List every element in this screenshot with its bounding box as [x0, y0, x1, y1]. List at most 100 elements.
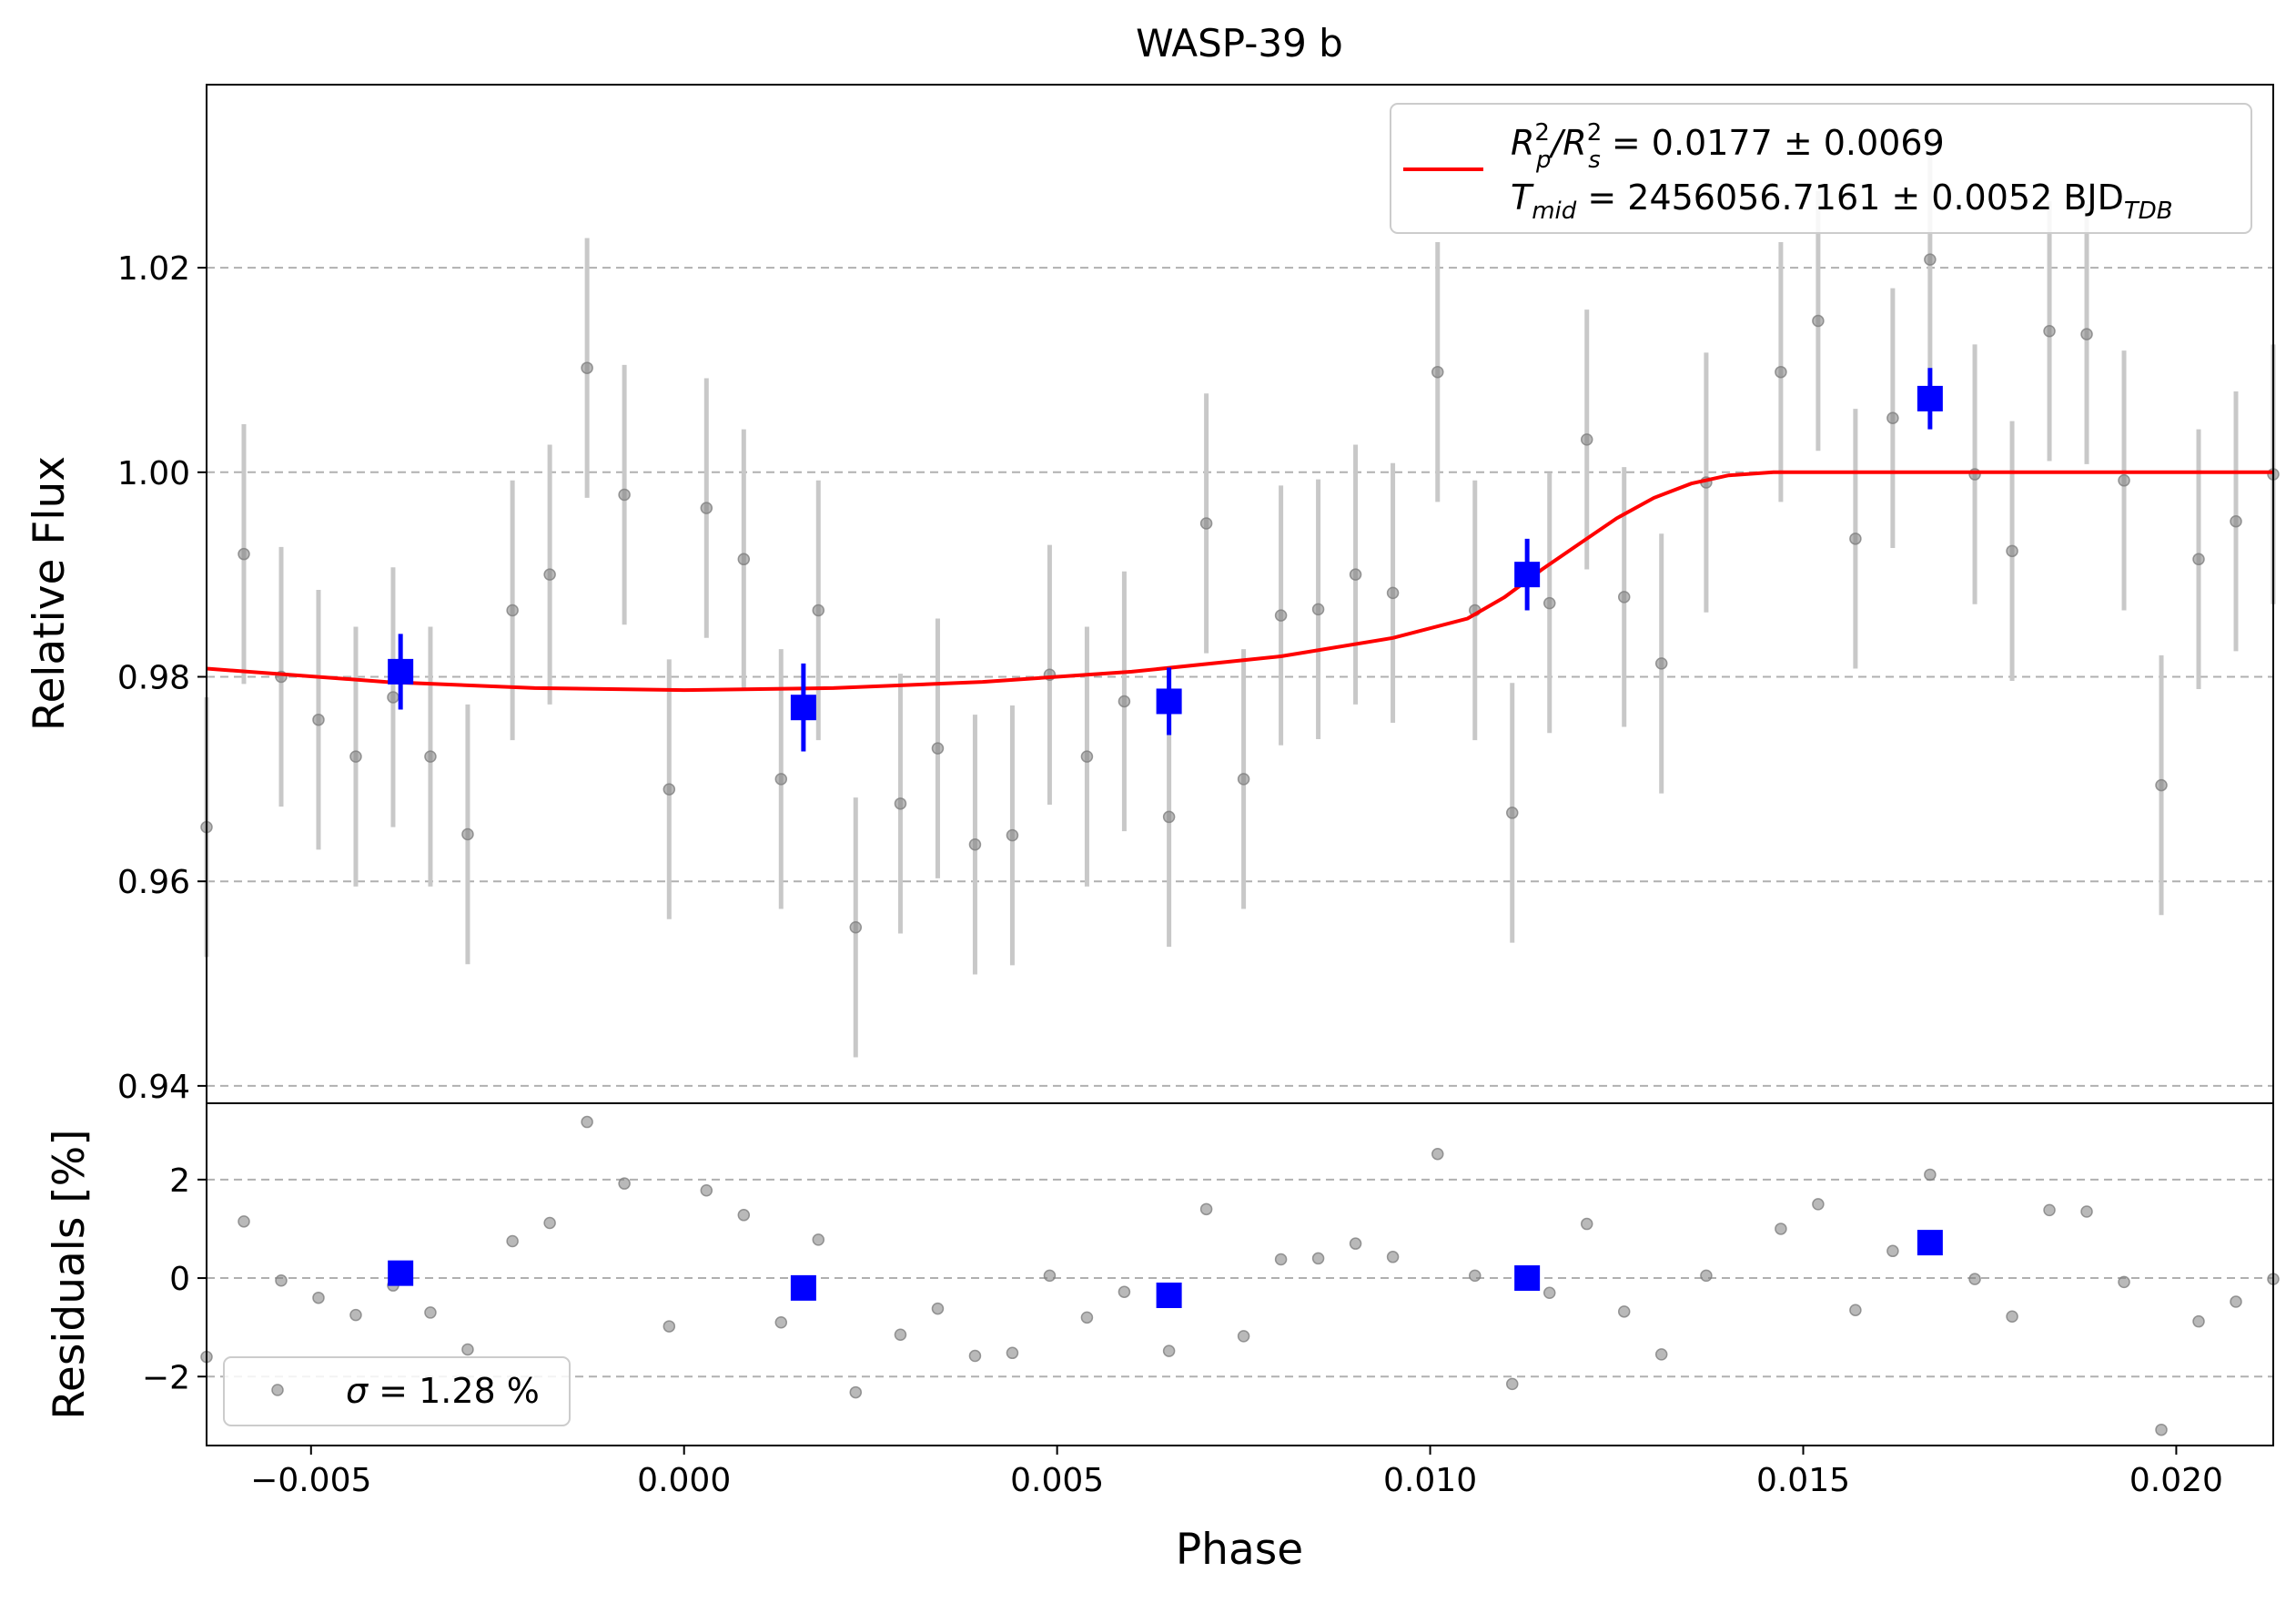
x-tick-label: 0.020	[2129, 1462, 2223, 1499]
raw-point	[543, 568, 556, 581]
legend-sigma-entry: σ = 1.28 %	[346, 1371, 540, 1411]
residual-point	[1542, 1286, 1556, 1300]
raw-point	[1886, 411, 1899, 425]
raw-point	[1386, 586, 1400, 600]
raw-point	[2006, 544, 2018, 558]
binned-point	[388, 658, 414, 685]
residual-point	[1469, 1269, 1482, 1283]
residual-point	[2155, 1423, 2168, 1436]
x-tick-label: −0.005	[250, 1462, 371, 1499]
residual-point	[1162, 1344, 1176, 1357]
raw-point	[1006, 828, 1019, 842]
top-y-tick-label: 0.96	[117, 864, 190, 901]
residual-binned-points	[388, 1230, 1943, 1308]
top-legend: R2 p/R2 s = 0.0177 ± 0.0069 Tmid = 2456056…	[1390, 103, 2252, 234]
residual-point	[1505, 1377, 1519, 1391]
raw-point	[1849, 533, 1862, 545]
binned-point	[1156, 688, 1182, 715]
residual-point	[968, 1349, 982, 1363]
residual-point	[543, 1216, 556, 1230]
top-y-tick-label: 1.02	[117, 250, 190, 288]
chart-title: WASP-39 b	[1136, 21, 1343, 66]
residual-binned-point	[388, 1260, 414, 1286]
residual-point	[1386, 1251, 1400, 1263]
residual-binned-point	[1917, 1230, 1943, 1256]
residual-point	[1431, 1147, 1444, 1161]
raw-point	[312, 713, 325, 726]
residual-point	[1924, 1168, 1937, 1182]
residual-point	[1006, 1346, 1019, 1360]
raw-point	[1162, 810, 1176, 824]
residual-y-axis-label: Residuals [%]	[45, 1129, 95, 1419]
raw-point	[1311, 603, 1325, 616]
residual-point	[774, 1315, 788, 1329]
residual-point	[581, 1115, 593, 1129]
residual-point	[1654, 1348, 1668, 1361]
residual-point	[2080, 1205, 2093, 1218]
residual-point	[238, 1215, 250, 1228]
residual-point	[894, 1328, 907, 1342]
residual-point	[1617, 1305, 1631, 1318]
legend-tmid-entry: Tmid = 2456056.7161 ± 0.0052 BJDTDB	[1511, 178, 2173, 225]
residual-point	[1043, 1269, 1057, 1283]
raw-point	[968, 838, 982, 851]
residual-point	[1968, 1273, 1981, 1285]
x-tick-label: 0.005	[1010, 1462, 1104, 1499]
raw-point	[1349, 568, 1362, 581]
raw-point	[1505, 807, 1519, 819]
residual-binned-point	[790, 1274, 816, 1301]
residual-point	[312, 1291, 325, 1304]
residual-point	[1700, 1269, 1713, 1283]
raw-point	[1775, 365, 1787, 379]
binned-point	[1917, 385, 1943, 411]
raw-point	[424, 750, 437, 763]
raw-point	[387, 691, 400, 704]
residual-point	[2118, 1275, 2130, 1289]
residual-point	[1080, 1311, 1094, 1324]
raw-point	[506, 604, 519, 617]
raw-point	[581, 361, 593, 374]
x-tick-label: 0.010	[1383, 1462, 1477, 1499]
raw-point	[1617, 591, 1631, 604]
x-tick-label: 0.000	[637, 1462, 731, 1499]
raw-point	[461, 827, 474, 841]
top-y-tick-label: 0.94	[117, 1069, 190, 1106]
raw-point	[2043, 325, 2056, 338]
raw-point	[1580, 433, 1593, 446]
raw-point	[700, 502, 713, 514]
raw-point	[1237, 773, 1250, 786]
raw-point	[812, 604, 825, 617]
residual-legend-box	[223, 1356, 571, 1426]
x-ticks: −0.005 0.000 0.005 0.010 0.015 0.020	[250, 1446, 2223, 1499]
residual-point	[1311, 1252, 1325, 1265]
top-y-tick-label: 0.98	[117, 660, 190, 697]
raw-point	[349, 750, 362, 763]
raw-point	[618, 488, 631, 502]
residual-point	[2043, 1203, 2056, 1217]
residual-legend: σ = 1.28 %	[223, 1356, 571, 1426]
residual-binned-point	[1514, 1265, 1541, 1292]
raw-point	[2080, 328, 2093, 340]
raw-point	[849, 921, 863, 934]
binned-point	[790, 695, 816, 721]
residual-point	[1812, 1198, 1825, 1211]
residual-point	[1274, 1253, 1288, 1266]
residual-point	[1237, 1330, 1250, 1343]
residual-y-tick-label: 2	[169, 1162, 190, 1200]
residual-point	[931, 1302, 945, 1315]
raw-point	[1431, 365, 1444, 379]
residual-point	[812, 1233, 825, 1246]
raw-point	[2192, 553, 2205, 566]
top-legend-box	[1390, 103, 2252, 234]
x-axis-label: Phase	[1176, 1525, 1303, 1575]
top-y-tick-label: 1.00	[117, 455, 190, 492]
raw-point	[737, 553, 751, 566]
residual-point	[1849, 1304, 1862, 1316]
raw-point	[1118, 695, 1131, 708]
residual-panel-frame	[206, 1102, 2274, 1446]
raw-point	[1924, 253, 1937, 266]
residual-point	[1775, 1223, 1787, 1235]
residual-point	[1886, 1244, 1899, 1258]
x-tick-label: 0.015	[1756, 1462, 1850, 1499]
residual-point	[424, 1306, 437, 1319]
